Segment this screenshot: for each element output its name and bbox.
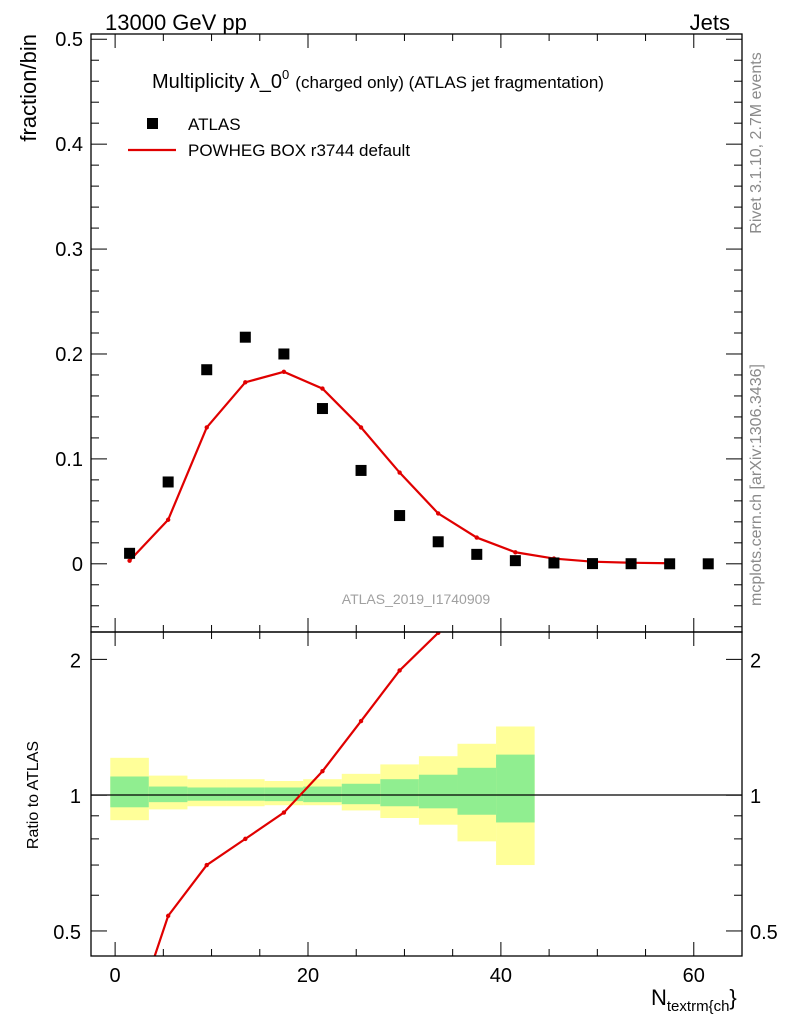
powheg-point [281,369,287,375]
atlas-data-point [394,510,406,522]
ratio-y-tick-label: 1 [70,786,81,808]
powheg-point [320,386,325,391]
legend-atlas-marker [147,118,158,129]
x-axis-label: Ntextrm{ch} [651,985,737,1015]
main-axis-ticks [91,34,742,632]
atlas-data-point [355,464,367,476]
main-y-axis-label: fraction/bin [16,34,41,142]
ratio-y-tick-label-right: 0.5 [750,922,778,944]
x-tick-label: 40 [490,965,512,987]
ratio-point [320,769,325,774]
ratio-point [358,718,364,724]
plot-title-rest: (charged only) (ATLAS jet fragmentation) [295,73,604,92]
ratio-band-green [380,779,419,807]
powheg-point [397,470,402,475]
x-tick-label: 60 [683,965,705,987]
atlas-data-point [664,558,676,570]
plot-title-main: Multiplicity λ_0 [152,71,282,93]
main-y-tick-label: 0.1 [55,449,83,471]
ratio-y-tick-label: 2 [70,650,81,672]
ratio-tick-labels: 0.5 0.51 12 20 20 40 60 [53,650,778,987]
legend-atlas-label: ATLAS [188,115,241,134]
atlas-data-point [162,476,174,488]
powheg-point [513,550,518,555]
ratio-point [281,810,287,815]
ratio-y-tick-label: 0.5 [53,922,81,944]
atlas-data-point [509,555,521,567]
x-tick-label: 0 [110,965,121,987]
ratio-band-green [226,787,265,801]
ratio-series-layer [153,632,441,956]
powheg-point [436,511,441,516]
x-axis-label-subscript: textrm{ch [667,998,730,1015]
powheg-point [474,535,479,540]
ratio-curve-group [153,632,441,956]
ratio-panel: 0.5 0.51 12 20 20 40 60 Ratio to ATLAS Ntextrm… [25,631,778,1015]
powheg-point [243,380,248,385]
ratio-y-axis-label: Ratio to ATLAS [25,741,42,849]
powheg-point [204,425,209,430]
header-energy-label: 13000 GeV pp [105,10,247,35]
atlas-data-point [124,547,136,559]
ratio-axis-ticks [91,632,742,956]
x-tick-label: 20 [297,965,319,987]
main-y-tick-label: 0.2 [55,344,83,366]
atlas-data-point [201,364,213,376]
ratio-point [436,632,441,636]
atlas-data-point [702,558,714,570]
powheg-point [127,558,132,563]
x-axis-label-main: N [651,985,667,1010]
ratio-band-green [341,783,381,805]
legend-powheg-label: POWHEG BOX r3744 default [188,141,410,160]
ratio-band-green [457,767,497,815]
header-process-label: Jets [690,10,730,35]
main-y-tick-label: 0.3 [55,239,83,261]
analysis-tag: ATLAS_2019_I1740909 [342,591,491,607]
plot-title-superscript: 0 [282,67,289,82]
powheg-curve [128,370,670,565]
ratio-curve [153,632,439,956]
ratio-band-green [418,774,458,809]
ratio-band-green [187,787,227,801]
ratio-point [397,668,402,673]
atlas-data-point [548,557,560,569]
ratio-band-green [110,776,149,808]
main-y-tick-label: 0 [72,554,83,576]
ratio-band-green [496,754,535,823]
ratio-uncertainty-bands [110,726,535,866]
ratio-band-green [264,787,304,802]
atlas-data-point [625,558,637,570]
ratio-plot-frame [90,631,743,957]
ratio-point [243,836,248,842]
main-y-tick-labels: 0 0.1 0.2 0.3 0.4 0.5 [55,29,83,576]
powheg-point [358,425,364,430]
plot-title: Multiplicity λ_00 (charged only) (ATLAS j… [152,67,604,93]
powheg-point [165,517,171,522]
ratio-band-green [303,786,342,803]
ratio-band-green [148,786,188,803]
main-panel: 0 0.1 0.2 0.3 0.4 0.5 fraction/bin Multiplici… [16,29,743,633]
ratio-point [204,862,209,868]
mcplots-reference-label: mcplots.cern.ch [arXiv:1306.3436] [748,364,765,606]
main-y-tick-label: 0.5 [55,29,83,51]
atlas-data-point [587,558,599,570]
ratio-y-tick-label-right: 2 [750,650,761,672]
main-series-layer [124,331,714,570]
ratio-point [165,913,171,919]
atlas-data-point [471,548,483,560]
rivet-version-label: Rivet 3.1.10, 2.7M events [748,52,765,233]
atlas-data-point [278,348,290,360]
ratio-y-tick-label-right: 1 [750,786,761,808]
atlas-data-point [432,536,444,548]
atlas-data-point [239,331,251,343]
atlas-data-point [316,403,328,415]
x-axis-label-close: } [729,985,736,1010]
main-y-tick-label: 0.4 [55,134,83,156]
